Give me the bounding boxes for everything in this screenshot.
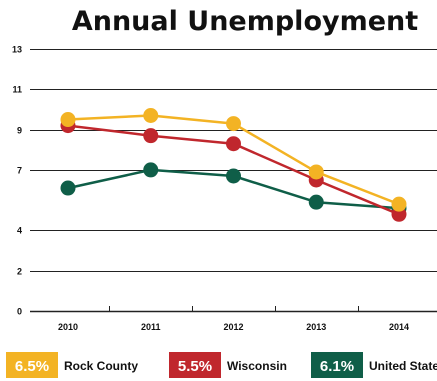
legend-label: United States: [369, 359, 437, 373]
x-axis: 2010 2011 2012 2013 2014: [58, 306, 409, 332]
y-tick-label: 11: [12, 85, 22, 95]
data-point: [308, 164, 324, 180]
x-tick-label: 2010: [58, 322, 78, 332]
data-point: [226, 168, 241, 184]
data-point: [226, 116, 241, 132]
y-tick-label: 2: [17, 267, 22, 277]
data-point: [143, 128, 159, 144]
y-tick-label: 13: [12, 45, 22, 55]
legend-label: Wisconsin: [227, 359, 287, 373]
x-tick-label: 2013: [306, 322, 326, 332]
gridlines: 0 2 4 7 9 11 13: [12, 45, 437, 317]
y-tick-label: 9: [17, 126, 22, 136]
series-rock-county: [60, 108, 407, 212]
legend-item: 5.5% Wisconsin: [169, 352, 287, 378]
x-tick-label: 2014: [389, 322, 409, 332]
legend-swatch: [169, 352, 221, 378]
legend-item: 6.1% United States: [311, 352, 437, 378]
legend-item: 6.5% Rock County: [6, 352, 138, 378]
legend-value: 6.5%: [15, 358, 49, 375]
data-point: [391, 196, 407, 212]
legend-swatch: [6, 352, 58, 378]
data-point: [226, 136, 241, 152]
chart-title: Annual Unemployment: [72, 6, 418, 37]
y-tick-label: 7: [17, 166, 22, 176]
legend-value: 5.5%: [178, 358, 212, 375]
data-point: [60, 180, 76, 196]
x-tick-label: 2011: [141, 322, 161, 332]
series-united-states: [60, 162, 407, 216]
data-point: [143, 108, 159, 124]
y-tick-label: 4: [17, 226, 22, 236]
y-tick-label: 0: [17, 307, 22, 317]
legend-swatch: [311, 352, 363, 378]
data-point: [60, 112, 76, 128]
legend-label: Rock County: [64, 359, 138, 373]
legend: 6.5% Rock County 5.5% Wisconsin 6.1% United S…: [6, 352, 437, 378]
series-layer: [60, 108, 407, 222]
legend-value: 6.1%: [320, 358, 354, 375]
x-tick-label: 2012: [223, 322, 243, 332]
data-point: [143, 162, 159, 178]
data-point: [308, 194, 324, 210]
